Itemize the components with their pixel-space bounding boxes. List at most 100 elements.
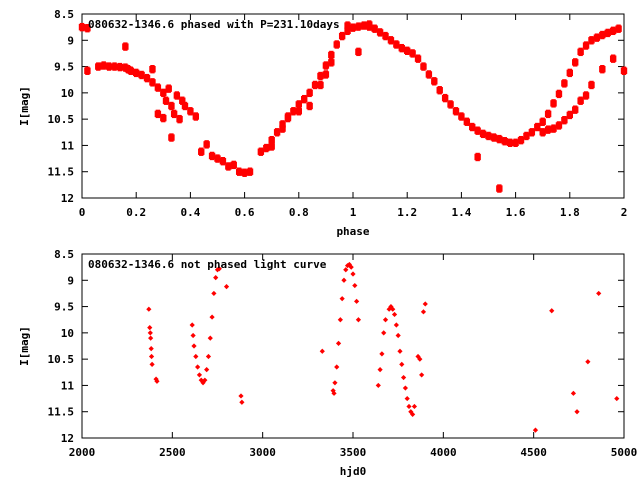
data-point-cross: [540, 117, 545, 126]
data-point: [411, 403, 418, 410]
data-point-cross: [529, 128, 535, 137]
data-point: [198, 377, 204, 383]
x-tick-label: 4500: [520, 446, 547, 459]
data-point-cross: [318, 71, 323, 81]
data-point-cross: [405, 46, 410, 55]
data-point-cross: [85, 23, 90, 33]
data-point: [147, 330, 153, 336]
data-point-cross: [497, 184, 502, 193]
data-point-cross: [578, 47, 583, 57]
data-point-cross: [334, 40, 339, 49]
y-axis-label: I[mag]: [18, 326, 31, 366]
data-point-cross: [323, 70, 329, 79]
data-point: [335, 340, 342, 346]
data-point-cross: [567, 110, 572, 120]
data-point-cross: [169, 101, 174, 111]
data-point-cross: [231, 160, 236, 170]
data-point-cross: [312, 80, 318, 90]
plot-frame: [81, 253, 625, 439]
data-point-cross: [79, 22, 85, 32]
data-point-cross: [144, 73, 150, 83]
data-point-cross: [204, 140, 209, 149]
data-point-cross: [545, 125, 551, 134]
data-point: [331, 390, 337, 396]
data-point-cross: [421, 62, 426, 71]
data-point-cross: [545, 109, 551, 119]
data-point-cross: [128, 66, 133, 75]
data-point-cross: [415, 54, 421, 63]
data-point: [344, 262, 351, 269]
data-point-cross: [323, 61, 329, 70]
data-point-cross: [280, 120, 285, 129]
data-point: [147, 325, 153, 331]
data-point-cross: [578, 96, 583, 105]
x-axis-label: phase: [336, 225, 369, 238]
data-point-cross: [448, 100, 453, 109]
chart-title: 080632-1346.6 phased with P=231.10days: [88, 18, 340, 31]
x-tick-label: 0.6: [235, 206, 255, 219]
data-point-cross: [85, 66, 90, 75]
data-point-cross: [507, 138, 513, 147]
x-tick-label: 5000: [611, 446, 638, 459]
data-point-cross: [215, 154, 220, 163]
data-point: [596, 290, 602, 297]
data-point: [193, 353, 199, 360]
data-point-cross: [372, 24, 377, 33]
data-point: [319, 348, 325, 354]
data-point-cross: [236, 167, 242, 176]
data-point: [196, 372, 203, 378]
data-point: [410, 411, 416, 417]
data-point: [149, 361, 155, 367]
x-tick-label: 2000: [69, 446, 96, 459]
data-point-cross: [177, 114, 182, 124]
data-point-cross: [226, 162, 231, 171]
data-point-cross: [171, 109, 177, 119]
data-point-cross: [464, 117, 470, 126]
x-tick-label: 0: [79, 206, 86, 219]
y-tick-label: 8.5: [54, 248, 74, 261]
data-point-cross: [432, 77, 437, 86]
chart-title: 080632-1346.6 not phased light curve: [88, 258, 327, 271]
data-point-cross: [583, 41, 589, 50]
data-point-cross: [610, 54, 616, 63]
y-tick-label: 11.5: [48, 166, 75, 179]
x-tick-label: 1.4: [451, 206, 471, 219]
data-point-cross: [264, 143, 269, 153]
data-point: [402, 385, 408, 391]
data-point-cross: [247, 167, 253, 176]
data-point-cross: [356, 47, 361, 57]
data-point: [213, 275, 219, 281]
data-point-cross: [150, 65, 155, 74]
data-point-cross: [535, 122, 540, 132]
data-point: [570, 390, 577, 396]
data-point-cross: [491, 133, 497, 142]
data-point-cross: [394, 40, 399, 49]
data-point-cross: [410, 49, 415, 58]
y-tick-label: 11: [61, 379, 75, 392]
y-tick-label: 9: [67, 274, 74, 287]
x-tick-label: 2: [621, 206, 628, 219]
data-point-cross: [567, 68, 572, 78]
data-point: [341, 277, 347, 283]
data-point: [355, 317, 362, 323]
data-point-cross: [605, 28, 610, 38]
data-point-cross: [161, 88, 166, 98]
y-tick-label: 10.5: [48, 353, 75, 366]
data-point-cross: [453, 107, 459, 116]
data-point-cross: [220, 157, 226, 166]
x-tick-label: 0.4: [180, 206, 200, 219]
data-point-cross: [610, 26, 616, 36]
data-point-cross: [502, 137, 507, 146]
data-point-cross: [291, 107, 296, 116]
data-point-cross: [562, 115, 567, 125]
data-point-cross: [318, 80, 323, 90]
data-point: [350, 271, 356, 277]
data-point: [202, 377, 208, 383]
data-point-cross: [475, 152, 480, 162]
data-point-cross: [470, 122, 475, 132]
data-point-cross: [280, 124, 285, 133]
data-point-cross: [166, 84, 171, 93]
data-point-cross: [188, 107, 193, 116]
